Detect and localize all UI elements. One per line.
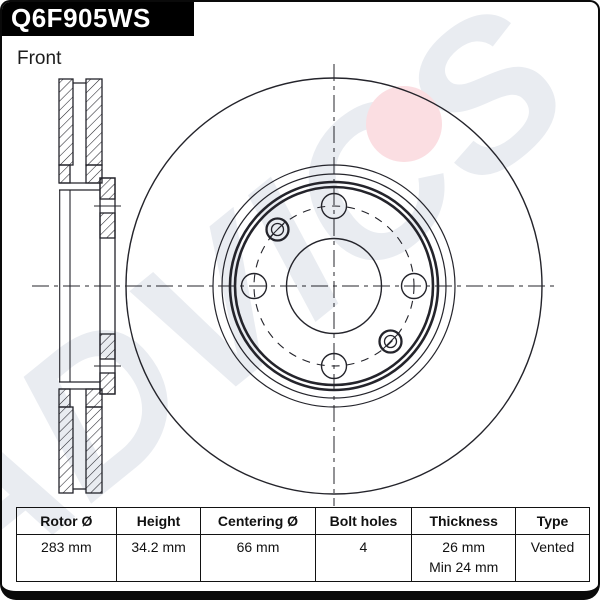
view-label: Front (17, 48, 62, 69)
value-height: 34.2 mm (115, 534, 202, 582)
front-view (32, 64, 555, 506)
header-rotor-diameter: Rotor Ø (16, 507, 117, 535)
value-centering: 66 mm (200, 534, 316, 582)
header-centering: Centering Ø (200, 507, 316, 535)
outboard-plate-top (58, 78, 74, 166)
value-type: Vented (515, 534, 590, 582)
set-screw-hole (265, 217, 290, 242)
advics-watermark-red-dot (366, 86, 442, 162)
header-thickness: Thickness (411, 507, 517, 535)
inboard-plate-bottom (85, 406, 103, 494)
header-type: Type (515, 507, 590, 535)
inboard-plate-top (85, 78, 103, 166)
header-height: Height (115, 507, 202, 535)
header-bolt-holes: Bolt holes (314, 507, 413, 535)
specs-header-row: Rotor Ø Height Centering Ø Bolt holes Th… (16, 507, 590, 535)
value-thickness: 26 mm Min 24 mm (411, 534, 517, 582)
thickness-minimum: Min 24 mm (429, 559, 499, 575)
thickness-nominal: 26 mm (442, 539, 486, 555)
specs-table: Rotor Ø Height Centering Ø Bolt holes Th… (16, 507, 590, 582)
value-rotor-diameter: 283 mm (16, 534, 117, 582)
set-screw-hole (378, 329, 403, 354)
specs-value-row: 283 mm 34.2 mm 66 mm 4 26 mm Min 24 mm V… (16, 534, 590, 582)
value-bolt-holes: 4 (314, 534, 413, 582)
outboard-plate-bottom (58, 406, 74, 494)
part-number-badge: Q6F905WS (2, 2, 194, 36)
section-view (58, 78, 121, 494)
